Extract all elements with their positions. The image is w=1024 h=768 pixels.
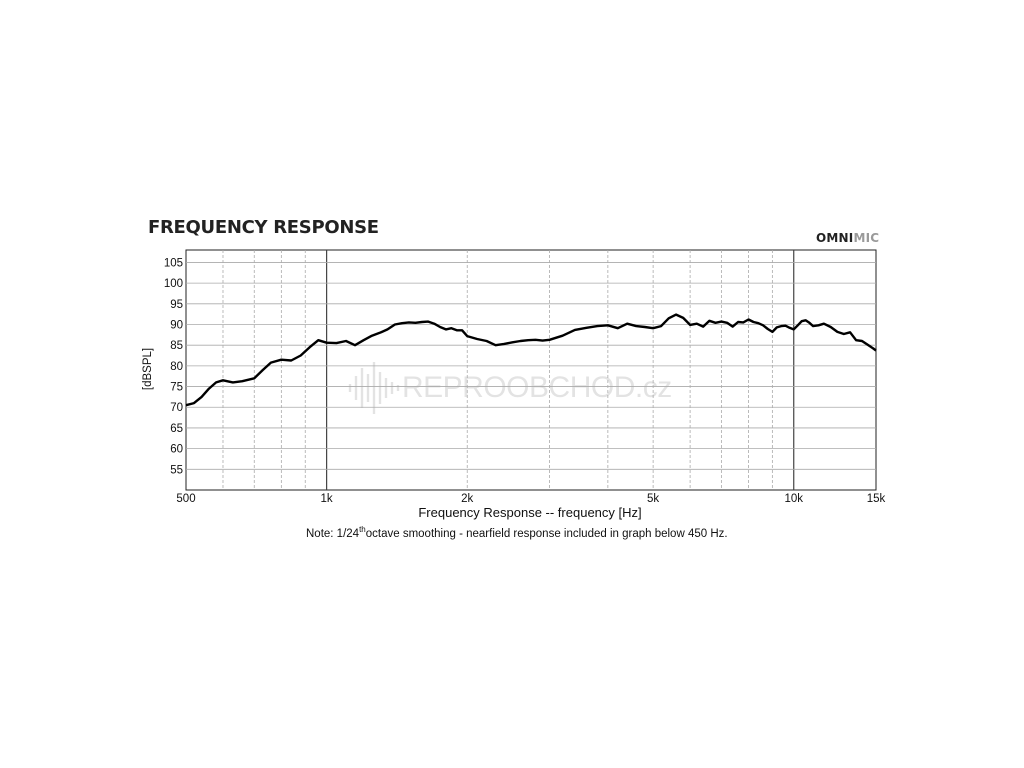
plot-frame [185,249,877,491]
x-axis-label: Frequency Response -- frequency [Hz] [418,505,642,520]
note-text-end: octave smoothing - nearfield response in… [365,527,728,540]
x-tick-label: 2k [461,493,473,505]
smoothing-note: Note: 1/24thoctave smoothing - nearfield… [306,525,728,540]
y-tick-label: 65 [170,423,183,435]
brand-part-1: OMNI [816,231,854,245]
note-superscript: th [359,525,366,534]
chart-title: FREQUENCY RESPONSE [148,217,379,238]
y-tick-label: 85 [170,340,183,352]
waveform-icon [348,362,400,414]
brand-part-2: MIC [853,231,880,245]
watermark: REPROOBCHOD.cz [346,360,672,416]
x-axis-ticks: 500 1k 2k 5k 10k 15k [176,493,885,505]
brand-logo: OMNIMIC [816,231,879,245]
y-tick-label: 60 [170,444,183,456]
y-axis-label: [dBSPL] [142,347,154,391]
y-tick-label: 90 [170,319,183,331]
x-tick-label: 5k [647,493,659,505]
x-tick-label: 1k [321,493,333,505]
y-tick-label: 95 [170,299,183,311]
grid [186,250,876,490]
y-axis-ticks: 55 60 65 70 75 80 85 90 95 100 105 [164,257,183,476]
y-tick-label: 80 [170,361,183,373]
x-tick-label: 500 [176,493,195,505]
note-text-start: Note: 1/24 [306,527,360,540]
watermark-text: REPROOBCHOD.cz [402,371,672,404]
y-tick-label: 75 [170,382,183,394]
x-tick-label: 15k [867,493,886,505]
y-tick-label: 70 [170,402,183,414]
y-tick-label: 55 [170,464,183,476]
y-tick-label: 100 [164,278,183,290]
response-curve [185,313,877,407]
x-tick-label: 10k [784,493,803,505]
y-tick-label: 105 [164,257,183,269]
